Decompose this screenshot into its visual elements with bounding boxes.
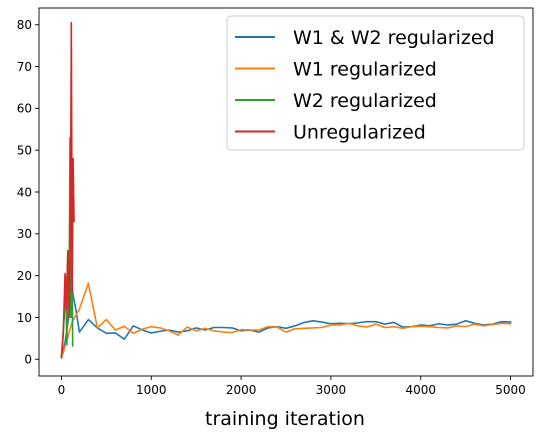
y-axis-ticks: 0 10 20 30 40 50 60 70 80 bbox=[17, 18, 39, 367]
x-tick-label: 4000 bbox=[405, 383, 436, 397]
y-tick-label: 50 bbox=[17, 143, 32, 157]
x-tick-label: 3000 bbox=[316, 383, 347, 397]
y-tick-label: 10 bbox=[17, 311, 32, 325]
legend-label-1: W1 regularized bbox=[293, 59, 437, 81]
legend: W1 & W2 regularized W1 regularized W2 regu… bbox=[227, 16, 524, 150]
y-tick-label: 80 bbox=[17, 18, 32, 32]
legend-label-2: W2 regularized bbox=[293, 90, 437, 112]
x-tick-label: 0 bbox=[58, 383, 66, 397]
x-tick-label: 2000 bbox=[226, 383, 257, 397]
x-axis-label: training iteration bbox=[205, 408, 365, 430]
series-line-1 bbox=[61, 283, 510, 358]
y-tick-label: 30 bbox=[17, 227, 32, 241]
y-tick-label: 20 bbox=[17, 269, 32, 283]
y-tick-label: 70 bbox=[17, 60, 32, 74]
legend-label-0: W1 & W2 regularized bbox=[293, 27, 495, 49]
y-tick-label: 0 bbox=[24, 353, 32, 367]
y-tick-label: 40 bbox=[17, 185, 32, 199]
x-axis-ticks: 0 1000 2000 3000 4000 5000 bbox=[58, 376, 526, 397]
legend-label-3: Unregularized bbox=[293, 122, 426, 144]
x-tick-label: 5000 bbox=[495, 383, 526, 397]
x-tick-label: 1000 bbox=[136, 383, 167, 397]
y-tick-label: 60 bbox=[17, 102, 32, 116]
series-line-0 bbox=[61, 290, 510, 357]
